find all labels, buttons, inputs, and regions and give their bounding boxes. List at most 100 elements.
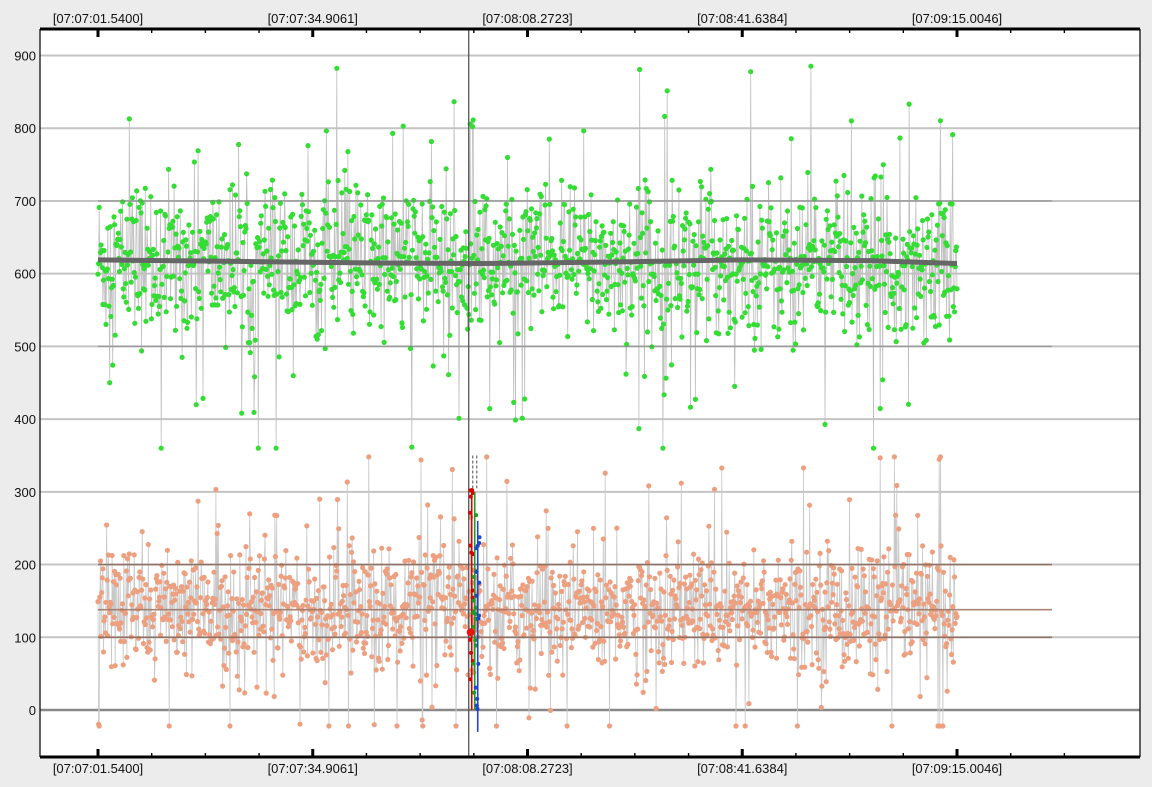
series-0-point [148, 194, 154, 200]
series-1-point [366, 599, 372, 605]
series-1-point [100, 649, 107, 655]
series-0-point [913, 195, 919, 201]
series-0-point [439, 284, 446, 290]
series-0-point [406, 254, 412, 260]
series-0-point [823, 216, 829, 222]
series-1-point [234, 673, 240, 679]
series-1-point [236, 600, 242, 606]
series-0-point [528, 206, 535, 212]
series-1-point [365, 572, 371, 578]
series-0-point [473, 307, 479, 313]
series-1-point [312, 576, 318, 582]
series-1-point [97, 558, 104, 564]
series-0-point [733, 271, 739, 277]
x-tick-label-top: [07:07:34.9061] [268, 11, 358, 26]
series-0-point [137, 291, 143, 297]
series-0-point [336, 253, 342, 259]
series-1-point [820, 617, 826, 623]
series-1-point [777, 577, 783, 583]
series-1-point [481, 612, 487, 619]
series-0-point [444, 292, 450, 298]
series-1-point [448, 652, 454, 658]
series-1-point [156, 594, 162, 601]
series-0-point [856, 334, 863, 340]
series-0-point [840, 311, 846, 317]
series-0-point [104, 266, 110, 272]
series-1-point [277, 609, 283, 616]
series-1-point [836, 626, 842, 632]
series-1-point [817, 550, 823, 557]
series-0-point [310, 248, 317, 254]
series-1-point [111, 614, 117, 621]
series-0-point [183, 237, 189, 243]
series-0-point [256, 238, 263, 244]
cursor-marker-point [473, 638, 478, 643]
series-0-point [256, 244, 262, 250]
series-1-point [611, 611, 617, 617]
series-1-point [642, 603, 648, 610]
series-0-point [768, 205, 774, 211]
series-1-point [272, 553, 278, 560]
series-1-point [306, 579, 312, 585]
series-1-point [150, 617, 156, 623]
series-1-point [519, 602, 525, 608]
series-0-point [112, 332, 118, 338]
series-1-point [606, 723, 613, 729]
series-1-point [825, 604, 831, 610]
series-0-point [659, 325, 665, 332]
series-0-point [314, 336, 320, 342]
series-1-point [147, 596, 153, 602]
cursor-marker-point [473, 685, 478, 690]
series-1-point [640, 689, 646, 696]
series-1-point [633, 681, 640, 687]
cursor-marker-point [471, 575, 476, 580]
cursor-marker-point [469, 650, 474, 655]
series-1-point [454, 667, 460, 673]
series-1-point [433, 683, 439, 689]
series-0-point [587, 228, 593, 235]
series-0-point [121, 266, 127, 272]
series-0-point [519, 415, 525, 421]
series-0-point [687, 404, 694, 410]
series-0-point [796, 282, 802, 288]
series-1-point [237, 552, 243, 558]
series-0-point [312, 227, 318, 233]
series-0-point [244, 200, 250, 206]
series-0-point [586, 276, 592, 282]
series-1-point [950, 659, 956, 665]
series-0-point [367, 309, 373, 315]
series-0-point [519, 255, 525, 261]
series-1-point [326, 723, 332, 729]
series-1-point [460, 611, 466, 617]
series-0-point [709, 238, 715, 244]
series-1-point [920, 543, 926, 549]
series-1-point [441, 542, 447, 549]
series-1-point [536, 603, 542, 609]
series-1-point [722, 588, 728, 594]
series-0-point [239, 410, 245, 416]
series-1-point [734, 662, 740, 668]
series-0-point [781, 220, 788, 226]
series-0-point [606, 311, 612, 317]
cursor-marker-point [468, 677, 473, 682]
series-1-point [916, 611, 922, 617]
series-0-point [861, 212, 867, 218]
series-0-point [460, 298, 466, 304]
series-0-point [711, 217, 718, 224]
series-0-point [184, 325, 190, 331]
series-1-point [904, 591, 910, 598]
series-0-point [512, 417, 519, 423]
series-1-point [905, 626, 912, 632]
series-0-point [98, 242, 104, 248]
series-0-point [928, 288, 934, 295]
series-0-point [739, 314, 745, 320]
series-0-point [665, 307, 671, 313]
series-1-point [738, 579, 744, 585]
series-1-point [325, 636, 331, 643]
series-1-point [559, 588, 565, 595]
series-0-point [784, 208, 791, 214]
series-0-point [393, 278, 399, 284]
series-0-point [721, 263, 727, 270]
series-1-point [207, 632, 213, 638]
